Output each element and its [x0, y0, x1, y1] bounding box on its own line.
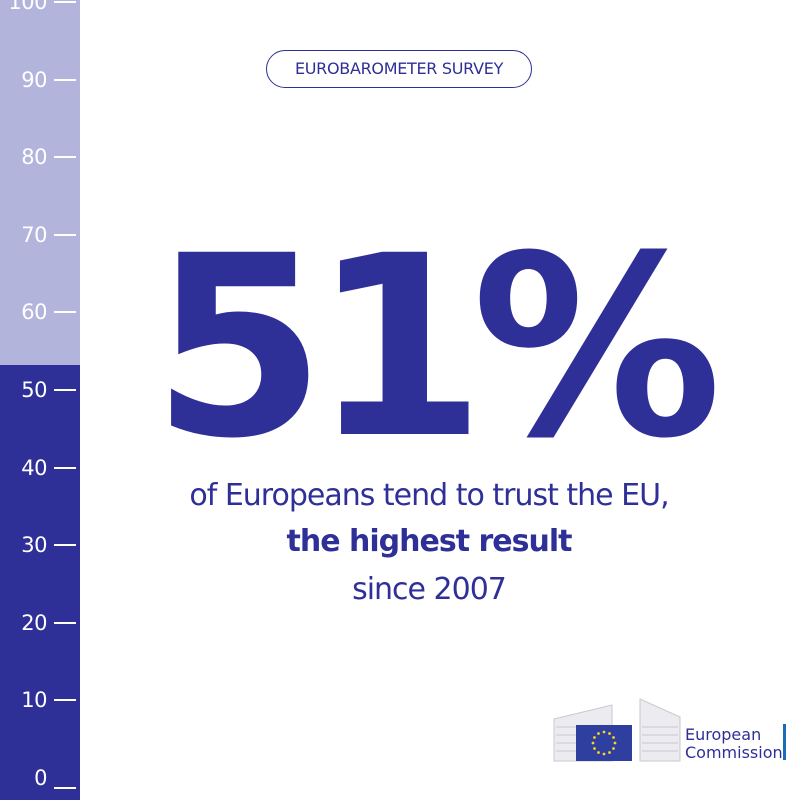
scale-filled-level [0, 365, 80, 800]
scale-tick-mark [54, 78, 76, 81]
scale-tick-mark [54, 156, 76, 159]
scale-tick-mark [54, 389, 76, 391]
scale-tick-mark [54, 699, 76, 702]
eu-star-icon [602, 730, 606, 734]
scale-tick-mark [54, 233, 76, 236]
scale-tick-label: 80 [21, 145, 47, 170]
scale-tick-0: 0 [0, 766, 80, 790]
headline-percentage: 51% [151, 202, 722, 493]
european-commission-logo [553, 698, 681, 762]
scale-tick-70: 70 [0, 222, 80, 247]
caption-line-2: the highest result [286, 524, 573, 559]
eu-star-icon [593, 747, 596, 750]
scale-tick-label: 60 [21, 300, 47, 325]
eu-flag-icon [576, 725, 632, 761]
scale-empty-fill [0, 0, 80, 366]
eu-star-icon [597, 751, 600, 754]
eu-star-icon [591, 741, 595, 745]
scale-tick-mark [54, 544, 76, 547]
survey-badge: EUROBAROMETER SURVEY [266, 50, 532, 88]
scale-tick-100: 100 [0, 0, 80, 14]
scale-tick-40: 40 [0, 455, 80, 480]
scale-tick-label: 0 [34, 766, 47, 790]
scale-tick-30: 30 [0, 533, 80, 558]
eu-star-icon [612, 736, 615, 739]
scale-tick-mark [54, 621, 76, 624]
scale-tick-mark [54, 311, 76, 314]
eu-star-icon [613, 741, 617, 745]
scale-tick-90: 90 [0, 67, 80, 92]
logo-accent-bar [783, 724, 786, 760]
scale-tick-label: 100 [8, 0, 47, 14]
scale-tick-mark [54, 1, 76, 3]
scale-tick-20: 20 [0, 610, 80, 635]
eu-star-icon [602, 752, 606, 756]
eu-star-icon [608, 751, 611, 754]
eu-star-icon [593, 736, 596, 739]
caption-line-1: of Europeans tend to trust the EU, [189, 478, 669, 513]
thermometer-scale: 100 90 80 70 60 50 40 30 20 10 0 [0, 0, 80, 800]
logo-line-1: European [685, 725, 762, 744]
scale-tick-label: 30 [21, 533, 47, 558]
scale-tick-label: 90 [21, 67, 47, 92]
caption-line-3: since 2007 [352, 572, 507, 607]
eu-star-icon [597, 732, 600, 735]
logo-wordmark: European Commission [685, 726, 783, 762]
scale-tick-label: 70 [21, 222, 47, 247]
scale-tick-label: 10 [21, 688, 47, 713]
scale-tick-label: 50 [21, 378, 47, 402]
eu-star-icon [612, 747, 615, 750]
scale-tick-10: 10 [0, 688, 80, 713]
scale-tick-label: 20 [21, 610, 47, 635]
scale-tick-label: 40 [21, 455, 47, 480]
eu-star-icon [608, 732, 611, 735]
scale-tick-60: 60 [0, 300, 80, 325]
scale-tick-50: 50 [0, 378, 80, 402]
scale-tick-mark [54, 466, 76, 469]
scale-tick-mark [54, 787, 76, 789]
scale-tick-80: 80 [0, 145, 80, 170]
logo-line-2: Commission [685, 743, 783, 762]
